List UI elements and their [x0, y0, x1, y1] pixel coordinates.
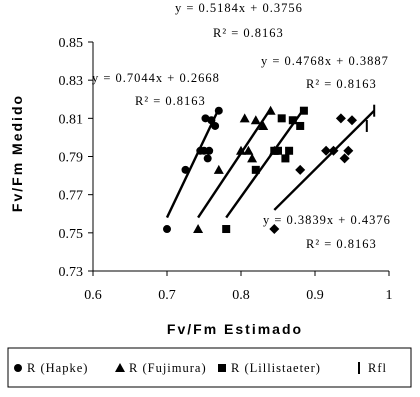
data-point-2-1 — [251, 165, 260, 174]
data-point-3-5 — [343, 145, 354, 156]
data-point-1-3 — [239, 113, 250, 123]
data-point-1-4 — [243, 145, 254, 155]
legend-marker-0 — [14, 364, 22, 372]
y-tick-label: 0.85 — [59, 36, 84, 51]
trendlines — [165, 108, 376, 219]
data-point-3-7 — [328, 145, 339, 156]
data-point-3-4 — [339, 153, 350, 164]
axes: 0.73 0.75 0.77 0.79 0.81 0.83 0.85 0.6 0.7 0.8 0.9… — [59, 36, 393, 303]
data-point-1-7 — [258, 120, 269, 130]
data-point-3-9 — [373, 104, 376, 117]
data-point-3-8 — [365, 119, 368, 132]
legend-box — [7, 347, 412, 388]
data-point-0-5 — [203, 154, 212, 163]
y-tick-label: 0.73 — [59, 265, 84, 280]
x-tick-label: 0.8 — [232, 288, 250, 303]
x-axis-title: Fv/Fm Estimado — [167, 321, 303, 337]
x-tick-label: 0.7 — [158, 288, 176, 303]
trendline-r2: R² = 0.8163 — [213, 26, 284, 40]
trendline-1 — [197, 108, 272, 219]
trendline-2 — [225, 108, 305, 219]
equations: y = 0.7044x + 0.2668 R² = 0.8163 y = 0.518… — [92, 1, 391, 251]
data-point-1-8 — [265, 105, 276, 115]
y-tick-label: 0.79 — [59, 151, 84, 166]
data-point-3-0 — [269, 224, 280, 235]
x-tick-label: 0.6 — [84, 288, 102, 303]
legend-label: Rfl — [368, 361, 387, 375]
data-point-3-2 — [321, 145, 332, 156]
data-point-1-6 — [250, 115, 261, 125]
data-point-1-5 — [247, 153, 258, 163]
x-tick-label: 1 — [386, 288, 393, 303]
data-point-2-4 — [281, 154, 290, 163]
data-point-0-0 — [163, 225, 171, 234]
legend-marker-3 — [358, 362, 360, 374]
legend-label: R (Hapke) — [27, 361, 88, 375]
trendline-equation: y = 0.3839x + 0.4376 — [263, 213, 391, 227]
data-point-2-6 — [288, 116, 297, 125]
trendline-equation: y = 0.4768x + 0.3887 — [261, 54, 389, 68]
data-point-2-0 — [222, 225, 231, 234]
data-point-3-3 — [335, 113, 346, 124]
y-axis-title: Fv/Fm Medido — [9, 94, 25, 212]
data-point-0-1 — [181, 165, 190, 174]
data-point-3-6 — [347, 115, 357, 126]
y-tick-label: 0.77 — [59, 189, 84, 204]
data-point-2-3 — [277, 114, 286, 123]
x-tick-label: 0.9 — [306, 288, 324, 303]
markers — [163, 104, 376, 235]
trendline-3 — [273, 109, 376, 211]
y-tick-label: 0.83 — [59, 74, 84, 89]
data-point-1-0 — [193, 224, 204, 234]
legend-marker-2 — [218, 364, 226, 372]
trendline-r2: R² = 0.8163 — [135, 94, 206, 108]
data-point-2-9 — [274, 146, 282, 155]
data-point-1-2 — [236, 145, 246, 155]
trendline-r2: R² = 0.8163 — [306, 77, 377, 91]
y-tick-label: 0.81 — [59, 112, 84, 127]
legend-marker-1 — [115, 363, 125, 372]
data-point-1-1 — [213, 164, 224, 174]
data-point-2-7 — [296, 121, 305, 130]
legend-label: R (Lillistaeter) — [231, 361, 321, 375]
data-point-0-8 — [211, 121, 220, 130]
legend: R (Hapke) R (Fujimura) R (Lillistaeter) Rfl — [7, 347, 412, 388]
data-point-0-6 — [205, 146, 214, 155]
legend-label: R (Fujimura) — [129, 361, 207, 375]
data-point-2-8 — [299, 106, 308, 115]
trendline-equation: y = 0.5184x + 0.3756 — [175, 1, 303, 15]
data-point-2-5 — [285, 146, 294, 155]
trendline-equation: y = 0.7044x + 0.2668 — [92, 71, 220, 85]
data-point-3-1 — [295, 164, 306, 175]
data-point-0-9 — [214, 106, 223, 115]
y-tick-label: 0.75 — [59, 227, 84, 242]
trendline-0 — [165, 108, 220, 219]
data-point-0-7 — [207, 116, 216, 125]
trendline-r2: R² = 0.8163 — [306, 237, 377, 251]
